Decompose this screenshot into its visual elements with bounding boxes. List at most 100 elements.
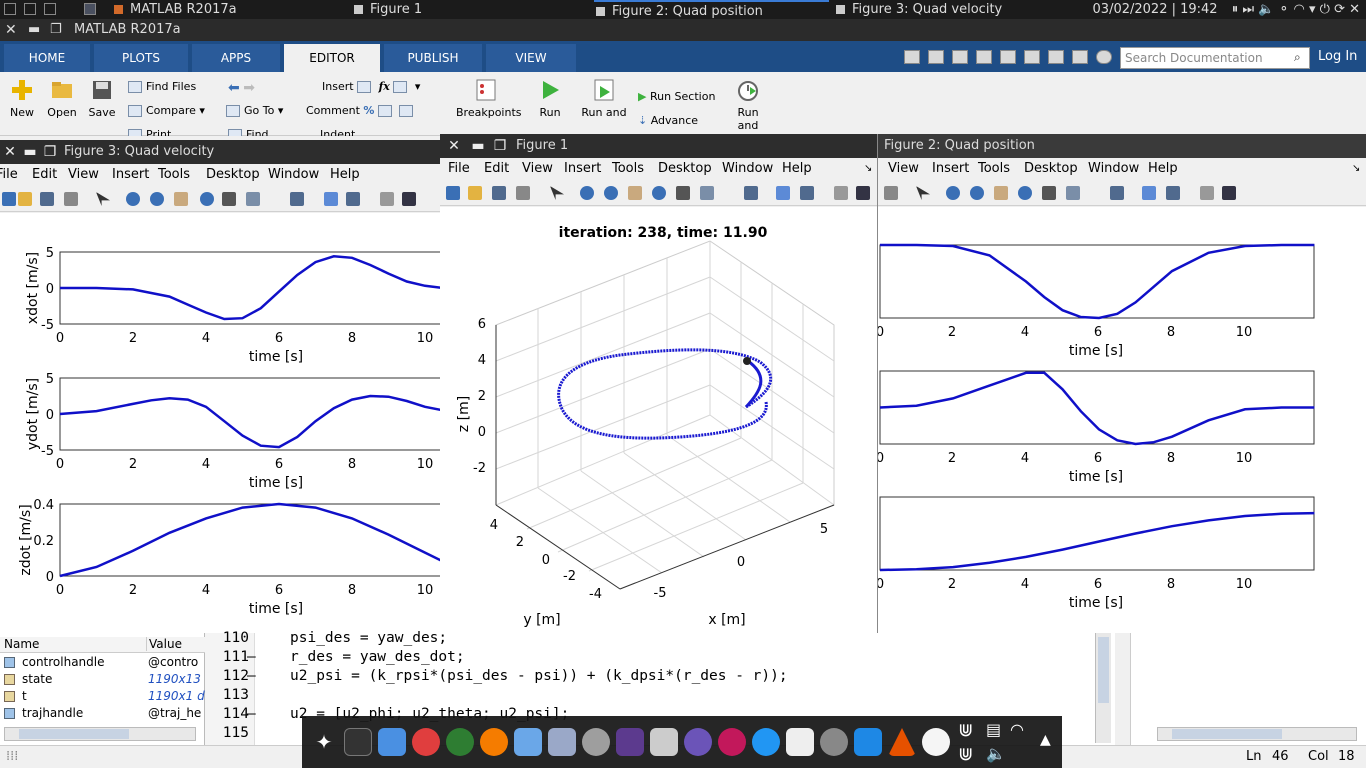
run-section-button[interactable]: ▶ Run Section <box>638 90 715 103</box>
menu-dock-icon[interactable]: ↘ <box>1352 163 1361 174</box>
data-cursor-icon[interactable] <box>222 192 236 206</box>
menu-window[interactable]: Window <box>268 167 320 182</box>
breakpoints-button[interactable]: Breakpoints <box>456 78 522 119</box>
menu-help[interactable]: Help <box>782 161 812 176</box>
forward-arrow-icon[interactable]: ➡ <box>243 80 255 96</box>
details-hscrollbar[interactable] <box>1157 727 1357 741</box>
brush-icon[interactable] <box>700 186 714 200</box>
pan-icon[interactable] <box>994 186 1008 200</box>
workspace-row[interactable]: state 1190x13 <box>0 671 205 688</box>
show-plot-tools-icon[interactable] <box>856 186 870 200</box>
wifi-icon[interactable]: ◠ <box>1010 720 1024 739</box>
rotate-3d-icon[interactable] <box>200 192 214 206</box>
legend-icon[interactable] <box>1166 186 1180 200</box>
chrome-icon[interactable] <box>446 728 474 756</box>
zoom-out-icon[interactable] <box>604 186 618 200</box>
clipboard-icon[interactable]: ▤ <box>986 720 1002 739</box>
show-plot-tools-icon[interactable] <box>1222 186 1236 200</box>
menu-help[interactable]: Help <box>330 167 360 182</box>
zoom-out-icon[interactable] <box>970 186 984 200</box>
copy-icon[interactable] <box>976 50 992 64</box>
scroll-thumb[interactable] <box>19 729 129 739</box>
run-button[interactable]: Run <box>536 78 564 119</box>
run-and-time-button[interactable]: Run and <box>580 78 628 119</box>
find-button[interactable]: Find <box>228 128 269 136</box>
show-plot-tools-icon[interactable] <box>402 192 416 206</box>
login-link[interactable]: Log In <box>1318 49 1358 64</box>
tray-icons[interactable]: ⏸ ⏭ 🔈 ⚬ ◠ ▾ ⏻ ⟳ ✕ <box>1231 2 1360 17</box>
vivaldi-icon[interactable] <box>412 728 440 756</box>
edit-plot-icon[interactable] <box>550 186 564 200</box>
task-matlab[interactable]: MATLAB R2017a <box>112 0 342 19</box>
fx-icon[interactable]: fx <box>378 80 390 93</box>
menu-tools[interactable]: Tools <box>612 161 645 176</box>
close-icon[interactable]: ✕ <box>448 138 460 154</box>
minimize-icon[interactable]: ▬ <box>471 138 485 154</box>
tab-plots[interactable]: PLOTS <box>94 44 188 72</box>
pager-icon[interactable] <box>44 3 56 15</box>
maximize-icon[interactable]: ❐ <box>43 144 57 160</box>
search-icon[interactable]: ⌕ <box>1294 50 1301 64</box>
menu-view[interactable]: View <box>522 161 553 176</box>
pager-icon[interactable] <box>24 3 36 15</box>
menu-insert[interactable]: Insert <box>112 167 150 182</box>
brush-icon[interactable] <box>1066 186 1080 200</box>
find-files-button[interactable]: Find Files <box>128 80 196 93</box>
navigate-arrows[interactable]: ⬅ ➡ <box>228 80 255 96</box>
new-button[interactable]: New <box>8 78 36 119</box>
minimize-icon[interactable]: ▬ <box>23 144 37 160</box>
menu-file[interactable]: File <box>448 161 470 176</box>
menu-insert[interactable]: Insert <box>564 161 602 176</box>
task-figure3[interactable]: Figure 3: Quad velocity <box>834 0 1069 19</box>
legend-icon[interactable] <box>800 186 814 200</box>
workspace-row[interactable]: trajhandle @traj_he <box>0 705 205 722</box>
print-figure-icon[interactable] <box>884 186 898 200</box>
menu-help[interactable]: Help <box>1148 161 1178 176</box>
data-cursor-icon[interactable] <box>1042 186 1056 200</box>
hide-plot-tools-icon[interactable] <box>1200 186 1214 200</box>
scroll-thumb[interactable] <box>1172 729 1282 739</box>
link-plot-icon[interactable] <box>744 186 758 200</box>
zoom-out-icon[interactable] <box>150 192 164 206</box>
indent-button[interactable]: Indent <box>320 128 355 136</box>
save-button[interactable]: Save <box>88 78 116 119</box>
search-documentation-input[interactable]: Search Documentation <box>1120 47 1310 69</box>
name-column-header[interactable]: Name <box>4 637 40 651</box>
cut-icon[interactable] <box>952 50 968 64</box>
print-figure-icon[interactable] <box>516 186 530 200</box>
legend-icon[interactable] <box>346 192 360 206</box>
menu-desktop[interactable]: Desktop <box>658 161 712 176</box>
new-figure-icon[interactable] <box>446 186 460 200</box>
menu-window[interactable]: Window <box>1088 161 1140 176</box>
insert-button[interactable]: Insert fx ▾ <box>322 80 421 93</box>
undo-icon[interactable] <box>1024 50 1040 64</box>
tab-home[interactable]: HOME <box>4 44 90 72</box>
editor-vscrollbar[interactable] <box>1095 633 1111 743</box>
brush-icon[interactable] <box>246 192 260 206</box>
scroll-thumb[interactable] <box>1098 637 1109 703</box>
tab-publish[interactable]: PUBLISH <box>384 44 482 72</box>
xcode-icon[interactable] <box>514 728 542 756</box>
volume-icon[interactable]: 🔈 <box>986 744 1006 763</box>
new-figure-icon[interactable] <box>2 192 16 206</box>
hide-plot-tools-icon[interactable] <box>834 186 848 200</box>
preview-icon[interactable] <box>548 728 576 756</box>
value-column-header[interactable]: Value <box>146 637 182 651</box>
task-figure2[interactable]: Figure 2: Quad position <box>594 0 829 19</box>
compare-button[interactable]: Compare ▾ <box>128 104 205 117</box>
close-icon[interactable]: ✕ <box>4 144 16 160</box>
save-figure-icon[interactable] <box>40 192 54 206</box>
data-cursor-icon[interactable] <box>676 186 690 200</box>
restore-icon[interactable]: ❐ <box>50 22 62 37</box>
open-file-icon[interactable] <box>468 186 482 200</box>
quassel-icon[interactable] <box>684 728 712 756</box>
remote-desktop-icon[interactable] <box>854 728 882 756</box>
colorbar-icon[interactable] <box>1142 186 1156 200</box>
compass-icon[interactable]: ✦ <box>315 730 333 754</box>
chevron-up-icon[interactable]: ▲ <box>1040 732 1051 748</box>
speaker-app-icon[interactable] <box>820 728 848 756</box>
link-plot-icon[interactable] <box>290 192 304 206</box>
help-icon[interactable] <box>1096 50 1112 64</box>
workspace-row[interactable]: controlhandle @contro <box>0 654 205 671</box>
maximize-icon[interactable]: ❐ <box>493 138 507 154</box>
